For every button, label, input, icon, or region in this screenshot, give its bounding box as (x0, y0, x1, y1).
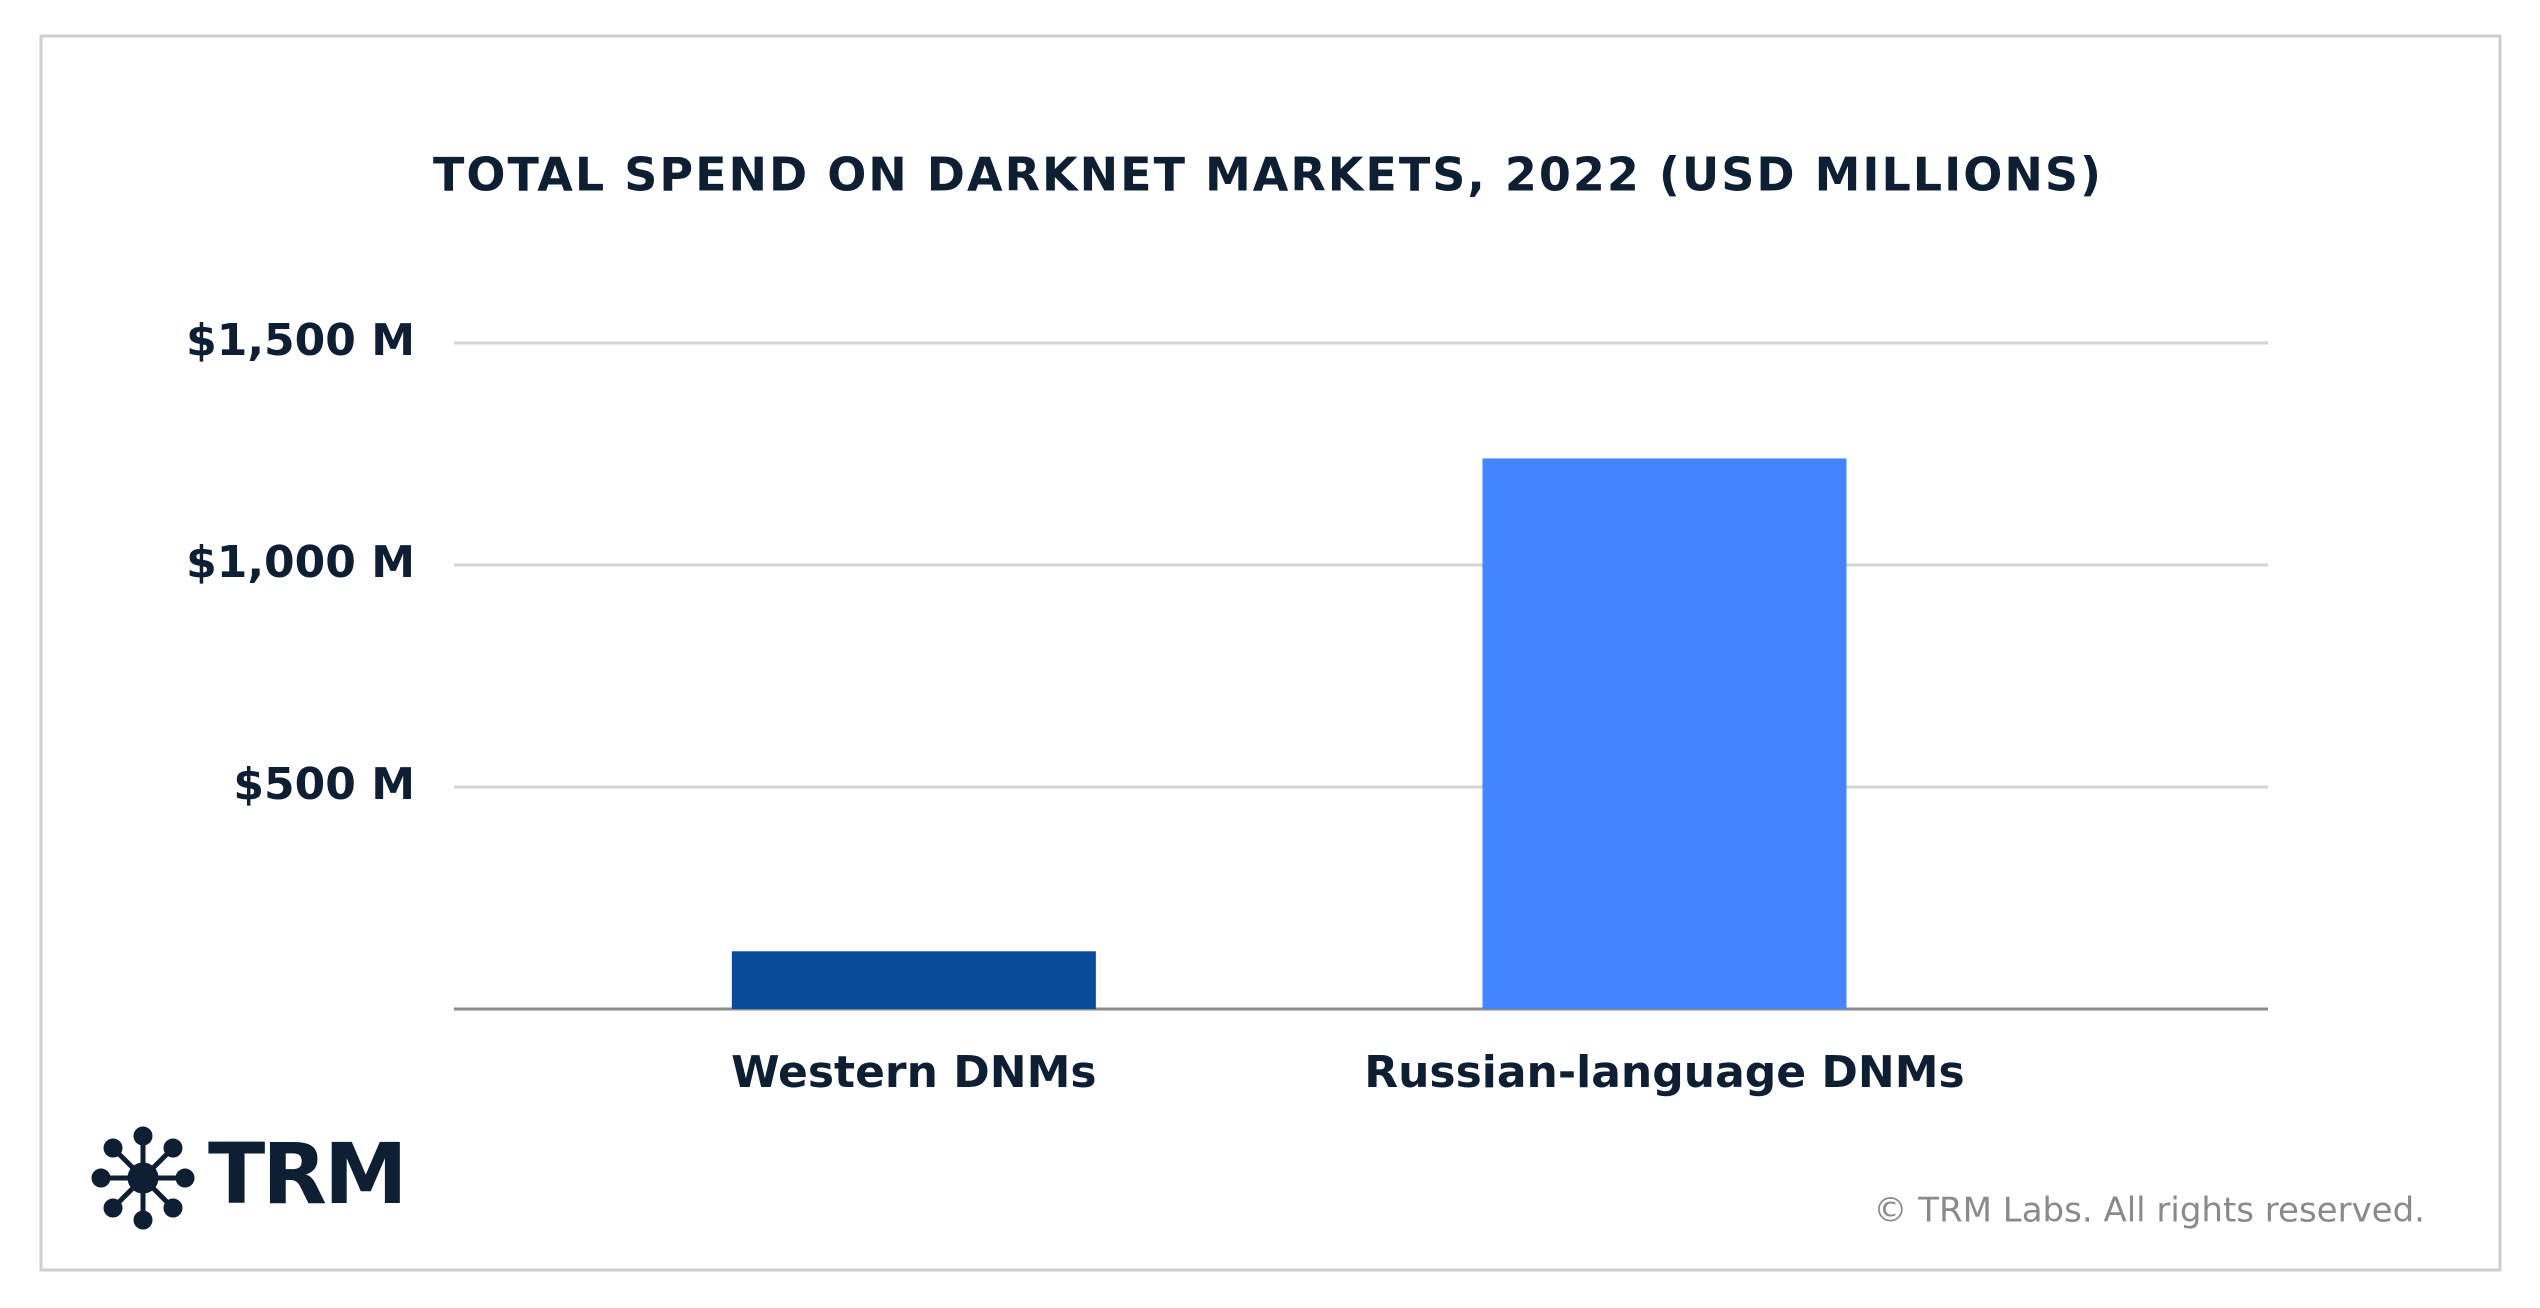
y-tick-label: $1,000 M (186, 537, 415, 588)
bar (1482, 458, 1847, 1009)
footer: © TRM Labs. All rights reserved. (1873, 1191, 2425, 1231)
x-tick-label: Western DNMs (731, 1047, 1097, 1098)
bar (731, 951, 1096, 1009)
logo-text: TRM (208, 1125, 405, 1223)
y-tick-label: $1,500 M (186, 315, 415, 366)
frame (39, 34, 2502, 1272)
chart-title: TOTAL SPEND ON DARKNET MARKETS, 2022 (US… (433, 148, 2103, 202)
x-tick-label: Russian-language DNMs (1364, 1047, 1965, 1098)
logo-icon (91, 1126, 195, 1230)
y-tick-label: $500 M (233, 759, 415, 810)
